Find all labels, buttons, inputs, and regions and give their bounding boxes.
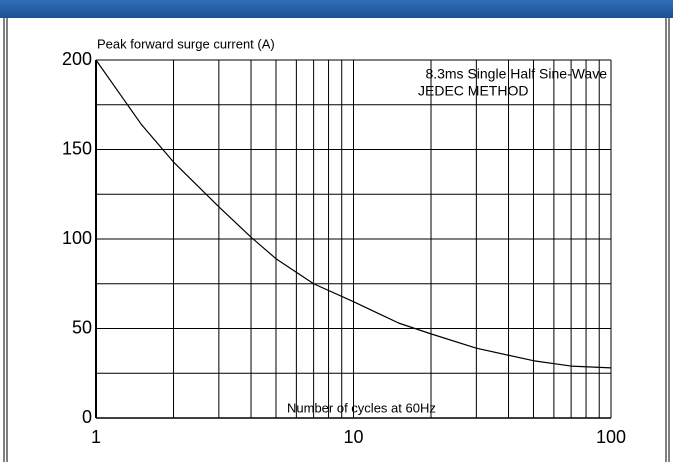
y-tick-label: 200: [62, 49, 92, 69]
y-tick-label: 50: [72, 317, 92, 337]
y-axis-label: Peak forward surge current (A): [97, 36, 275, 51]
curve: [95, 59, 612, 369]
x-tick-label: 100: [596, 427, 626, 447]
header-bar: [0, 0, 673, 18]
x-tick-label: 1: [91, 427, 101, 447]
y-tick-label: 100: [62, 228, 92, 248]
x-axis-label: Number of cycles at 60Hz: [287, 400, 436, 415]
y-tick-label: 150: [62, 138, 92, 158]
annotation: 8.3ms Single Half Sine-Wave: [425, 66, 607, 82]
x-tick-label: 10: [343, 427, 363, 447]
y-tick-label: 0: [82, 407, 92, 427]
annotation: JEDEC METHOD: [418, 83, 528, 99]
